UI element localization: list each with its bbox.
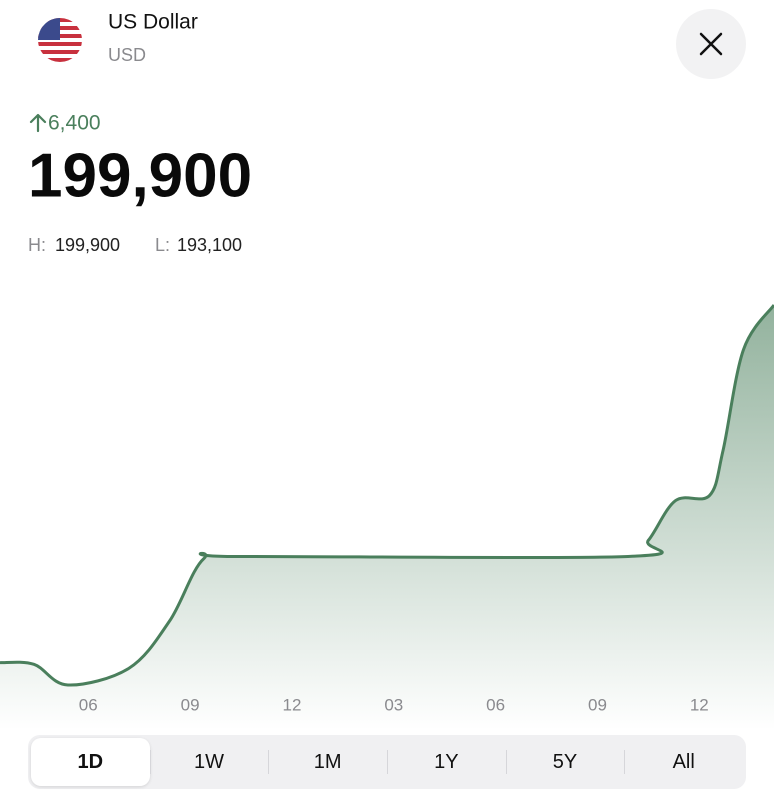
high-value: 199,900 [55, 235, 120, 255]
flag-icon [38, 18, 82, 62]
range-tab[interactable]: 1Y [387, 738, 506, 786]
x-tick-label: 03 [384, 695, 403, 714]
low-value: 193,100 [177, 235, 242, 255]
currency-code: USD [108, 45, 146, 65]
chart: US Dollar USD 6,400 199,900 H: 199,900 L… [0, 9, 774, 730]
change: 6,400 [48, 112, 101, 135]
low-label: L: [155, 235, 170, 255]
x-tick-label: 12 [690, 695, 709, 714]
area-fill [0, 305, 774, 730]
currency-name: US Dollar [108, 11, 198, 34]
range-tab[interactable]: All [624, 738, 743, 786]
close-button[interactable] [676, 9, 746, 79]
x-tick-label: 06 [486, 695, 505, 714]
price-line [0, 304, 774, 687]
high-label: H: [28, 235, 46, 255]
x-tick-label: 09 [181, 695, 200, 714]
range-tabs: 1D 1W 1M 1Y 5Y All [28, 735, 746, 789]
x-tick-label: 06 [79, 695, 98, 714]
x-tick-label: 09 [588, 695, 607, 714]
range-tab[interactable]: 5Y [505, 738, 625, 786]
range-tab[interactable]: 1D [31, 738, 150, 786]
range-tab[interactable]: 1M [268, 738, 387, 786]
x-tick-label: 12 [282, 695, 301, 714]
range-tab[interactable]: 1W [149, 738, 269, 786]
price: 199,900 [28, 141, 252, 210]
up-arrow [29, 113, 47, 133]
